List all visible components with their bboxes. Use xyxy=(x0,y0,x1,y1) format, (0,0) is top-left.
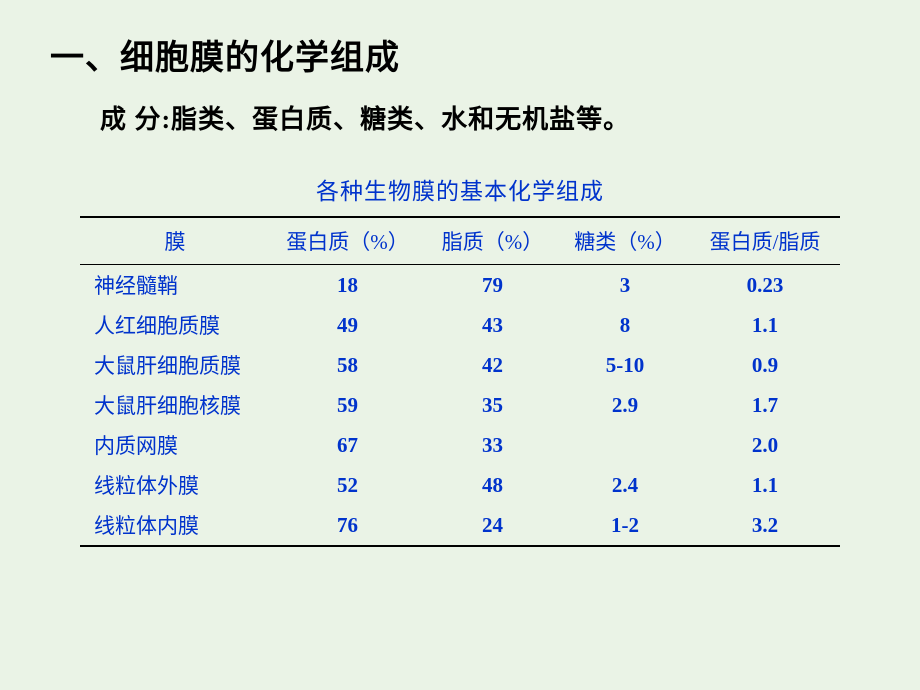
cell-ratio: 1.1 xyxy=(690,465,840,505)
table-row: 内质网膜 67 33 2.0 xyxy=(80,425,840,465)
cell-protein: 59 xyxy=(270,385,425,425)
table-row: 线粒体外膜 52 48 2.4 1.1 xyxy=(80,465,840,505)
cell-name: 神经髓鞘 xyxy=(80,265,270,306)
table-row: 神经髓鞘 18 79 3 0.23 xyxy=(80,265,840,306)
cell-ratio: 0.9 xyxy=(690,345,840,385)
cell-lipid: 43 xyxy=(425,305,560,345)
col-header-protein: 蛋白质（%） xyxy=(270,217,425,265)
col-header-sugar: 糖类（%） xyxy=(560,217,690,265)
cell-lipid: 48 xyxy=(425,465,560,505)
cell-lipid: 35 xyxy=(425,385,560,425)
cell-name: 大鼠肝细胞核膜 xyxy=(80,385,270,425)
cell-sugar: 5-10 xyxy=(560,345,690,385)
cell-sugar: 1-2 xyxy=(560,505,690,546)
cell-sugar: 3 xyxy=(560,265,690,306)
table-row: 大鼠肝细胞核膜 59 35 2.9 1.7 xyxy=(80,385,840,425)
cell-sugar: 2.4 xyxy=(560,465,690,505)
table-body: 神经髓鞘 18 79 3 0.23 人红细胞质膜 49 43 8 1.1 大鼠肝… xyxy=(80,265,840,547)
cell-ratio: 3.2 xyxy=(690,505,840,546)
cell-lipid: 33 xyxy=(425,425,560,465)
cell-ratio: 1.1 xyxy=(690,305,840,345)
col-header-lipid: 脂质（%） xyxy=(425,217,560,265)
table-row: 线粒体内膜 76 24 1-2 3.2 xyxy=(80,505,840,546)
cell-name: 线粒体内膜 xyxy=(80,505,270,546)
cell-name: 内质网膜 xyxy=(80,425,270,465)
cell-lipid: 79 xyxy=(425,265,560,306)
cell-protein: 52 xyxy=(270,465,425,505)
col-header-ratio: 蛋白质/脂质 xyxy=(690,217,840,265)
cell-sugar xyxy=(560,425,690,465)
cell-protein: 49 xyxy=(270,305,425,345)
table-title: 各种生物膜的基本化学组成 xyxy=(40,172,880,206)
cell-name: 线粒体外膜 xyxy=(80,465,270,505)
cell-protein: 76 xyxy=(270,505,425,546)
cell-ratio: 2.0 xyxy=(690,425,840,465)
cell-protein: 18 xyxy=(270,265,425,306)
table-header-row: 膜 蛋白质（%） 脂质（%） 糖类（%） 蛋白质/脂质 xyxy=(80,217,840,265)
table-row: 大鼠肝细胞质膜 58 42 5-10 0.9 xyxy=(80,345,840,385)
cell-sugar: 2.9 xyxy=(560,385,690,425)
cell-lipid: 24 xyxy=(425,505,560,546)
cell-protein: 58 xyxy=(270,345,425,385)
cell-name: 人红细胞质膜 xyxy=(80,305,270,345)
col-header-membrane: 膜 xyxy=(80,217,270,265)
cell-name: 大鼠肝细胞质膜 xyxy=(80,345,270,385)
section-subheading: 成 分:脂类、蛋白质、糖类、水和无机盐等。 xyxy=(100,99,880,136)
section-heading: 一、细胞膜的化学组成 xyxy=(50,30,880,79)
cell-lipid: 42 xyxy=(425,345,560,385)
table-row: 人红细胞质膜 49 43 8 1.1 xyxy=(80,305,840,345)
cell-ratio: 1.7 xyxy=(690,385,840,425)
cell-sugar: 8 xyxy=(560,305,690,345)
cell-protein: 67 xyxy=(270,425,425,465)
cell-ratio: 0.23 xyxy=(690,265,840,306)
composition-table: 膜 蛋白质（%） 脂质（%） 糖类（%） 蛋白质/脂质 神经髓鞘 18 79 3… xyxy=(80,216,840,547)
